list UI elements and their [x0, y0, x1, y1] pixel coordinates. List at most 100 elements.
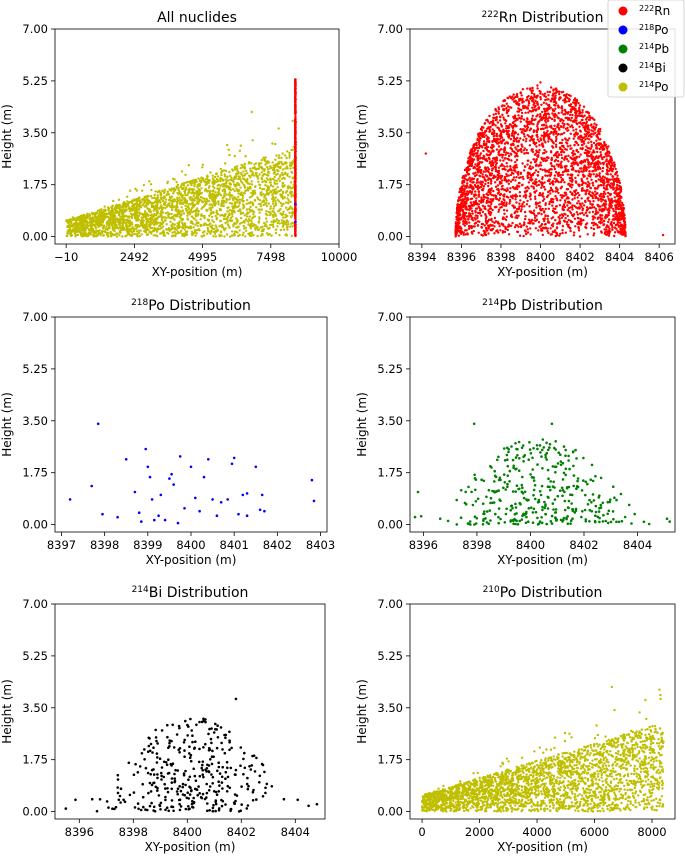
data-point	[127, 233, 131, 236]
data-point	[148, 225, 151, 229]
data-point	[265, 177, 268, 180]
data-point	[559, 232, 562, 235]
data-point	[203, 216, 206, 220]
data-point	[95, 234, 98, 237]
data-point	[576, 122, 579, 126]
data-point	[125, 221, 128, 224]
data-point	[281, 221, 284, 225]
data-point	[458, 190, 461, 194]
data-point	[172, 217, 175, 220]
data-point	[294, 119, 297, 122]
data-point	[279, 165, 282, 168]
data-point	[482, 149, 485, 153]
data-point	[552, 222, 555, 225]
data-point	[503, 99, 506, 102]
data-point	[94, 227, 98, 230]
data-point	[170, 208, 174, 212]
data-point	[135, 189, 138, 192]
data-point	[167, 228, 170, 231]
data-point	[274, 231, 278, 235]
data-point	[235, 222, 238, 225]
data-point	[215, 216, 219, 219]
data-point	[279, 228, 283, 232]
data-point	[290, 148, 293, 152]
data-point	[276, 198, 279, 201]
data-point	[165, 223, 168, 226]
data-point	[578, 104, 582, 107]
data-point	[272, 166, 275, 169]
data-point	[256, 175, 259, 178]
data-point	[275, 179, 278, 182]
data-point	[281, 182, 284, 185]
data-point	[624, 234, 627, 237]
data-point	[255, 168, 258, 171]
data-point	[159, 227, 162, 230]
data-point	[265, 199, 268, 202]
data-point	[497, 166, 501, 169]
data-point	[456, 214, 459, 218]
data-point	[225, 201, 228, 204]
data-point	[489, 125, 492, 129]
data-point	[488, 140, 491, 144]
data-point	[123, 205, 126, 208]
data-point	[145, 203, 148, 207]
data-point	[294, 147, 297, 150]
data-point	[201, 178, 205, 182]
data-point	[286, 150, 289, 153]
data-point	[495, 148, 499, 151]
data-point	[241, 164, 244, 168]
data-point	[227, 148, 230, 151]
data-point	[234, 167, 237, 170]
data-point	[277, 156, 280, 160]
data-point	[287, 199, 290, 202]
data-point	[535, 145, 538, 148]
data-point	[546, 90, 549, 94]
chart-rn222: 8394 8396 8398 8400 8402 8404 84060.001.753.50…	[355, 10, 676, 279]
data-point	[97, 232, 101, 235]
data-point	[530, 211, 533, 214]
data-point	[490, 202, 493, 206]
data-point	[537, 106, 541, 109]
data-point	[564, 216, 567, 220]
data-point	[534, 99, 537, 103]
data-point	[592, 224, 595, 227]
data-point	[111, 217, 115, 220]
data-point	[539, 194, 542, 197]
data-point	[562, 146, 565, 149]
data-point	[612, 161, 616, 164]
data-point	[516, 118, 519, 121]
data-point	[599, 167, 602, 170]
data-point	[574, 114, 577, 117]
data-point	[192, 194, 195, 198]
data-point	[249, 210, 252, 213]
data-point	[540, 103, 543, 107]
data-point	[294, 169, 297, 172]
data-point	[180, 226, 184, 229]
data-point	[178, 215, 182, 218]
data-point	[280, 162, 283, 165]
data-point	[166, 231, 169, 235]
data-point	[284, 171, 287, 174]
data-point	[178, 191, 181, 195]
data-point	[581, 183, 584, 186]
data-point	[77, 226, 81, 229]
data-point	[259, 191, 262, 194]
data-point	[88, 229, 92, 232]
data-point	[78, 223, 82, 226]
data-point	[229, 216, 232, 220]
data-point	[186, 205, 189, 208]
data-point	[229, 178, 232, 182]
data-point	[253, 166, 256, 169]
data-point	[571, 204, 574, 207]
data-point	[221, 225, 224, 228]
data-point	[498, 138, 501, 141]
data-point	[507, 154, 511, 158]
data-point	[279, 212, 282, 215]
data-point	[92, 216, 96, 219]
data-point	[137, 199, 140, 202]
data-point	[256, 234, 259, 238]
data-point	[95, 231, 98, 234]
data-point	[530, 185, 533, 188]
data-point	[597, 211, 600, 214]
data-point	[486, 221, 489, 224]
